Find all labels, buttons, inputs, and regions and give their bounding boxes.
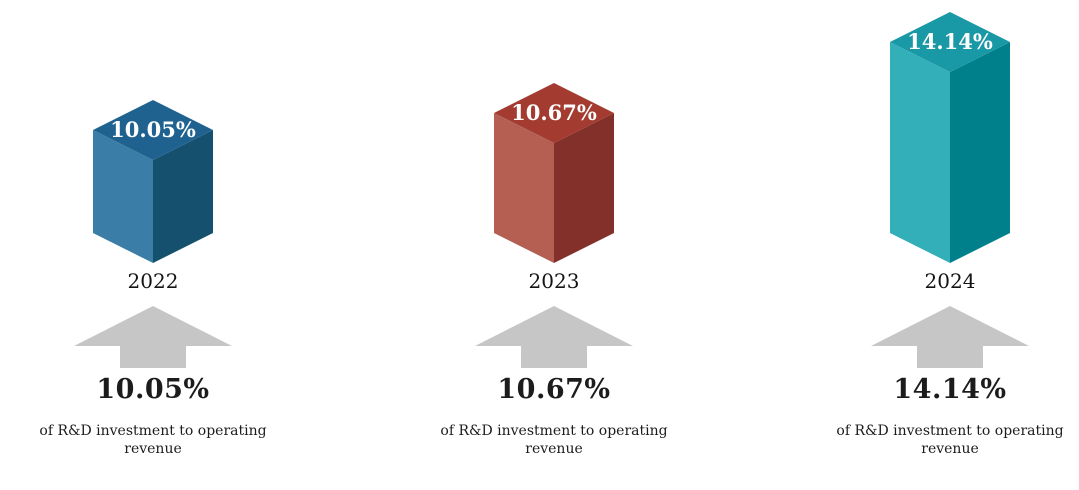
up-arrow-shape [475, 306, 633, 368]
bar-3d-2023: 10.67% [494, 83, 614, 263]
value-description: of R&D investment to operating revenue [440, 423, 668, 458]
bar-area-2024: 14.14% [888, 0, 1012, 265]
up-arrow-svg [74, 306, 232, 368]
chart-column-2022: 10.05% 2022 10.05% of R&D investment to … [0, 0, 323, 458]
value-percent-label: 10.67% [497, 374, 611, 405]
up-arrow-shape [871, 306, 1029, 368]
bar-area-2023: 10.67% [492, 0, 616, 265]
bar-value-label: 10.05% [110, 117, 196, 142]
bar-right-face [554, 113, 614, 263]
value-percent-label: 10.05% [96, 374, 210, 405]
chart-column-2023: 10.67% 2023 10.67% of R&D investment to … [384, 0, 724, 458]
year-label: 2023 [528, 269, 580, 293]
bar-area-2022: 10.05% [91, 0, 215, 265]
up-arrow-shape [74, 306, 232, 368]
bar-value-label: 14.14% [907, 29, 993, 54]
value-percent-label: 14.14% [893, 374, 1007, 405]
value-description: of R&D investment to operating revenue [836, 423, 1064, 458]
bar-right-face [153, 130, 213, 263]
chart-column-2024: 14.14% 2024 14.14% of R&D investment to … [780, 0, 1079, 458]
bar-3d-2022: 10.05% [93, 100, 213, 263]
year-label: 2022 [127, 269, 179, 293]
up-arrow-svg [871, 306, 1029, 368]
bar-3d-2024: 14.14% [890, 12, 1010, 263]
bar-right-face [950, 42, 1010, 263]
bar-left-face [494, 113, 554, 263]
bar-left-face [93, 130, 153, 263]
up-arrow-icon [74, 306, 232, 368]
bar-top-face [93, 100, 213, 160]
value-description: of R&D investment to operating revenue [39, 423, 267, 458]
up-arrow-icon [475, 306, 633, 368]
bar-left-face [890, 42, 950, 263]
year-label: 2024 [924, 269, 976, 293]
up-arrow-svg [475, 306, 633, 368]
bar-value-label: 10.67% [511, 100, 597, 125]
up-arrow-icon [871, 306, 1029, 368]
bar-top-face [890, 12, 1010, 72]
bar-top-face [494, 83, 614, 143]
